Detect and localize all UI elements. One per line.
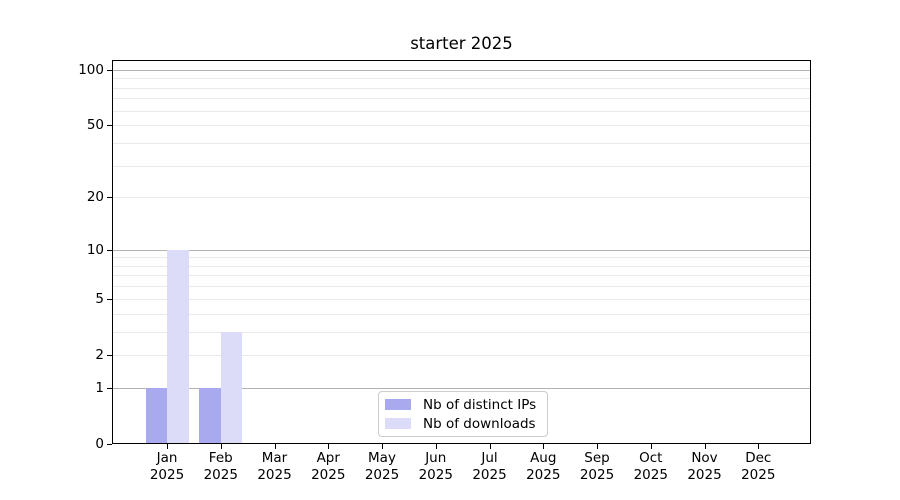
- gridline-major: [112, 69, 811, 71]
- x-tick-label: Sep 2025: [565, 450, 629, 483]
- x-tick-year: 2025: [418, 466, 453, 483]
- x-tick-label: Dec 2025: [726, 450, 790, 483]
- gridline-minor: [112, 331, 811, 333]
- x-tick-month: Jul: [481, 450, 498, 466]
- legend-entry-downloads: Nb of downloads: [385, 415, 539, 432]
- gridline-minor: [112, 142, 811, 144]
- x-tick-year: 2025: [311, 466, 346, 483]
- y-tick: [107, 125, 112, 127]
- y-tick-label: 1: [95, 379, 104, 396]
- x-tick-month: Apr: [316, 450, 340, 466]
- x-tick-month: Dec: [745, 450, 772, 466]
- gridline-minor: [112, 275, 811, 277]
- plot-area: [112, 60, 811, 444]
- gridline-minor: [112, 313, 811, 315]
- x-tick-label: Feb 2025: [189, 450, 253, 483]
- x-tick-month: Jun: [425, 450, 447, 466]
- x-tick: [758, 444, 760, 449]
- y-tick: [107, 197, 112, 199]
- gridline-major: [112, 249, 811, 251]
- chart-title: starter 2025: [410, 34, 513, 53]
- x-tick-month: Feb: [208, 450, 233, 466]
- x-tick-month: Nov: [691, 450, 718, 466]
- y-tick: [107, 387, 112, 389]
- x-tick-year: 2025: [741, 466, 776, 483]
- y-tick-label: 5: [95, 290, 104, 307]
- x-tick: [597, 444, 598, 449]
- x-tick-label: Mar 2025: [243, 450, 307, 483]
- bar-distinct-ips: [145, 387, 167, 444]
- legend-entry-distinct-ips: Nb of distinct IPs: [385, 396, 539, 413]
- x-tick: [274, 444, 276, 449]
- x-tick: [543, 444, 545, 449]
- x-tick: [489, 444, 491, 449]
- x-tick-year: 2025: [579, 466, 615, 483]
- x-tick-month: Aug: [530, 450, 557, 466]
- x-tick-month: Mar: [261, 450, 288, 466]
- x-tick-label: Nov 2025: [673, 450, 737, 483]
- x-tick-label: Jul 2025: [458, 450, 522, 483]
- gridline-minor: [112, 165, 811, 167]
- gridline-minor: [112, 286, 811, 288]
- x-tick-year: 2025: [633, 466, 668, 483]
- y-tick: [107, 298, 112, 300]
- bar-distinct-ips: [199, 387, 221, 444]
- x-tick: [650, 444, 652, 449]
- legend: Nb of distinct IPs Nb of downloads: [378, 391, 548, 437]
- y-tick-label: 50: [86, 117, 104, 134]
- gridline-major: [112, 387, 811, 389]
- legend-swatch-distinct-ips: [385, 399, 411, 410]
- gridline-minor: [112, 98, 811, 100]
- x-tick-year: 2025: [149, 466, 185, 483]
- x-tick-year: 2025: [526, 466, 561, 483]
- legend-label-downloads: Nb of downloads: [423, 415, 536, 432]
- x-tick-month: May: [368, 450, 396, 466]
- axes-frame: [112, 60, 811, 444]
- x-tick-year: 2025: [257, 466, 292, 483]
- x-tick-year: 2025: [687, 466, 722, 483]
- gridline-minor: [112, 298, 811, 300]
- gridline-minor: [112, 78, 811, 80]
- gridline-minor: [112, 87, 811, 89]
- gridline-minor: [112, 354, 811, 356]
- y-tick-label: 10: [86, 241, 104, 258]
- x-tick: [328, 444, 330, 449]
- x-tick: [435, 444, 437, 449]
- gridline-minor: [112, 110, 811, 112]
- x-tick-month: Jan: [156, 450, 178, 466]
- x-tick-year: 2025: [472, 466, 507, 483]
- gridline-minor: [112, 265, 811, 267]
- legend-label-distinct-ips: Nb of distinct IPs: [423, 396, 537, 413]
- x-tick-year: 2025: [364, 466, 400, 483]
- x-tick-label: Jun 2025: [404, 450, 468, 483]
- x-tick: [220, 444, 222, 449]
- gridline-minor: [112, 197, 811, 199]
- gridline-minor: [112, 257, 811, 259]
- legend-swatch-downloads: [385, 418, 411, 429]
- bar-downloads: [167, 249, 189, 444]
- y-tick: [107, 69, 112, 71]
- x-tick: [382, 444, 383, 449]
- x-tick-label: May 2025: [350, 450, 414, 483]
- x-tick-month: Sep: [584, 450, 610, 466]
- y-tick-label: 0: [95, 436, 104, 452]
- x-tick-label: Apr 2025: [296, 450, 360, 483]
- x-tick-label: Aug 2025: [511, 450, 575, 483]
- y-tick-label: 2: [95, 346, 104, 363]
- x-tick-label: Jan 2025: [135, 450, 199, 483]
- y-tick: [107, 249, 112, 251]
- y-tick: [107, 354, 112, 356]
- x-tick-month: Oct: [639, 450, 663, 466]
- y-tick-label: 20: [86, 189, 104, 206]
- x-tick-year: 2025: [203, 466, 238, 483]
- x-tick: [167, 444, 168, 449]
- x-tick: [704, 444, 706, 449]
- bar-downloads: [220, 331, 243, 444]
- y-tick: [107, 444, 112, 445]
- gridline-minor: [112, 125, 811, 127]
- y-tick-label: 100: [78, 61, 104, 78]
- x-tick-label: Oct 2025: [619, 450, 683, 483]
